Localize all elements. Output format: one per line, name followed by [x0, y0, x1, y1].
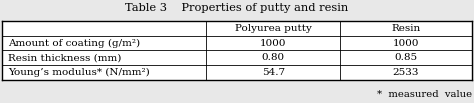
Bar — [2, 21, 472, 80]
Text: 1000: 1000 — [392, 39, 419, 47]
Text: Young’s modulus* (N/mm²): Young’s modulus* (N/mm²) — [8, 68, 150, 77]
Text: 0.80: 0.80 — [262, 53, 285, 62]
Text: Table 3    Properties of putty and resin: Table 3 Properties of putty and resin — [126, 3, 348, 13]
Text: 1000: 1000 — [260, 39, 287, 47]
Text: Resin: Resin — [392, 24, 420, 33]
Text: 54.7: 54.7 — [262, 68, 285, 77]
Text: 0.85: 0.85 — [394, 53, 418, 62]
Text: Resin thickness (mm): Resin thickness (mm) — [8, 53, 121, 62]
Text: Polyurea putty: Polyurea putty — [235, 24, 312, 33]
Text: 2533: 2533 — [392, 68, 419, 77]
Text: Amount of coating (g/m²): Amount of coating (g/m²) — [8, 38, 140, 48]
Text: *  measured  value: * measured value — [376, 90, 472, 99]
